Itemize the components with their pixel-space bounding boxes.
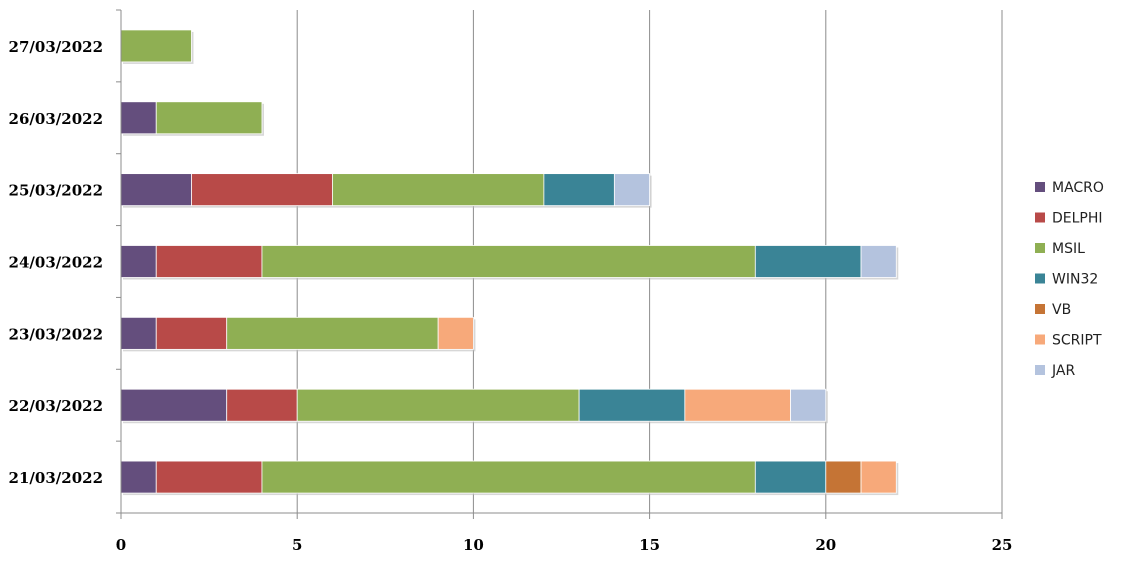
legend-label-jar: JAR [1051,363,1075,379]
bars [120,29,899,496]
category-label: 27/03/2022 [9,38,103,56]
legend-label-win32: WIN32 [1052,272,1098,288]
x-tick-label: 0 [116,536,126,554]
legend-label-msil: MSIL [1052,241,1085,257]
bar-segment-win32 [754,245,862,278]
legend-swatch-delphi [1035,212,1045,223]
legend-label-vb: VB [1052,302,1071,318]
bar-segment-msil [261,460,756,494]
bar-segment-msil [332,173,545,207]
bar-segment-jar [790,388,827,422]
axes [116,9,1003,519]
legend-swatch-win32 [1035,273,1045,284]
bar-segment-macro [120,101,157,135]
legend-label-macro: MACRO [1052,180,1104,196]
bar-segment-msil [296,388,580,422]
bar-segment-win32 [578,388,686,422]
bar-segment-delphi [191,173,333,207]
category-label: 24/03/2022 [9,254,103,272]
bar-segment-macro [120,460,157,494]
bar-segment-delphi [226,388,298,422]
bar-segment-script [684,388,791,422]
legend-swatch-macro [1035,182,1045,192]
bar-segment-msil [120,29,192,63]
legend-label-delphi: DELPHI [1052,211,1103,227]
x-tick-label: 15 [639,536,660,554]
legend-swatch-jar [1035,365,1045,375]
x-tick-label: 10 [463,536,484,554]
bar-segment-macro [120,245,157,278]
bar-segment-win32 [543,173,615,207]
x-tick-label: 20 [815,536,836,554]
bar-segment-macro [120,173,192,207]
category-label: 22/03/2022 [9,397,103,415]
category-label: 25/03/2022 [9,182,103,200]
bar-segment-delphi [155,245,263,278]
bar-segment-jar [613,173,650,207]
category-label: 26/03/2022 [9,110,103,128]
bar-segment-vb [825,460,862,494]
x-tick-label: 25 [992,536,1013,554]
legend: MACRO DELPHI MSIL WIN32 VB SCRIPT JAR [1035,180,1104,379]
bar-segment-msil [226,316,439,350]
category-label: 21/03/2022 [9,469,103,487]
legend-swatch-vb [1035,304,1045,314]
bar-segment-msil [261,245,756,278]
legend-swatch-msil [1035,243,1045,253]
bar-segment-delphi [155,316,228,350]
bar-segment-macro [120,316,157,350]
legend-label-script: SCRIPT [1052,333,1102,349]
bar-segment-script [860,460,897,494]
bar-segment-delphi [155,460,263,494]
x-tick-labels: 0 5 10 15 20 25 [116,536,1013,554]
category-label: 23/03/2022 [9,325,103,343]
bar-segment-macro [120,388,228,422]
bar-segment-jar [860,245,897,278]
x-tick-label: 5 [292,536,302,554]
legend-swatch-script [1035,334,1045,345]
bar-segment-script [437,316,474,350]
category-labels: 21/03/2022 22/03/2022 23/03/2022 24/03/2022… [9,38,103,487]
bar-segment-win32 [754,460,827,494]
bar-segment-msil [155,101,263,135]
